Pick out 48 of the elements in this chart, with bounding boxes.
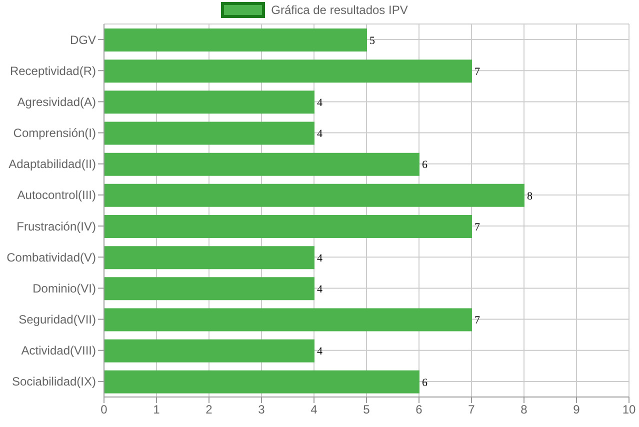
- x-tick-label: 7: [468, 402, 476, 417]
- bar: [104, 152, 420, 176]
- y-tick-label: Autocontrol(III): [17, 188, 96, 202]
- x-tick-label: 0: [100, 402, 108, 417]
- y-tick-label: Sociabilidad(IX): [12, 374, 96, 389]
- bar: [104, 215, 472, 238]
- bar: [104, 370, 420, 394]
- data-label: 5: [370, 34, 376, 47]
- data-label: 6: [422, 376, 428, 389]
- x-tick-label: 10: [622, 402, 636, 417]
- x-tick-label: 6: [416, 402, 423, 417]
- data-label: 4: [317, 346, 323, 358]
- y-tick-label: Combatividad(V): [6, 250, 96, 264]
- bar: [104, 60, 472, 83]
- data-label: 4: [317, 252, 323, 264]
- bar: [104, 28, 367, 52]
- data-label: 4: [317, 284, 323, 296]
- x-tick-label: 8: [520, 402, 528, 417]
- x-tick-label: 1: [153, 402, 160, 417]
- x-tick-label: 2: [206, 402, 213, 417]
- y-tick-label: Agresividad(A): [17, 94, 96, 109]
- x-tick-label: 5: [363, 402, 370, 417]
- data-label: 4: [317, 97, 323, 110]
- x-tick-label: 3: [258, 402, 266, 417]
- y-tick-label: Comprensión(I): [13, 126, 96, 140]
- y-tick-label: Seguridad(VII): [18, 312, 96, 327]
- data-label: 7: [474, 66, 480, 78]
- bar: [104, 90, 314, 114]
- bar: [104, 122, 314, 145]
- x-tick-label: 9: [573, 402, 580, 417]
- bar: [104, 184, 524, 207]
- bar: [104, 277, 314, 300]
- y-tick-label: Actividad(VIII): [21, 344, 96, 358]
- bar: [104, 246, 314, 270]
- y-tick-label: DGV: [70, 32, 96, 47]
- data-label: 6: [422, 159, 428, 172]
- bar: [104, 339, 314, 362]
- x-tick-label: 4: [310, 402, 318, 417]
- legend-label: Gráfica de resultados IPV: [270, 2, 408, 18]
- y-tick-label: Dominio(VI): [32, 281, 96, 296]
- data-label: 7: [474, 221, 480, 234]
- y-tick-label: Adaptabilidad(II): [8, 157, 96, 172]
- data-label: 8: [527, 190, 533, 202]
- data-label: 7: [474, 314, 480, 327]
- bar: [104, 308, 472, 332]
- y-tick-label: Frustración(IV): [16, 219, 96, 234]
- y-tick-label: Receptividad(R): [10, 64, 96, 78]
- data-label: 4: [317, 128, 323, 140]
